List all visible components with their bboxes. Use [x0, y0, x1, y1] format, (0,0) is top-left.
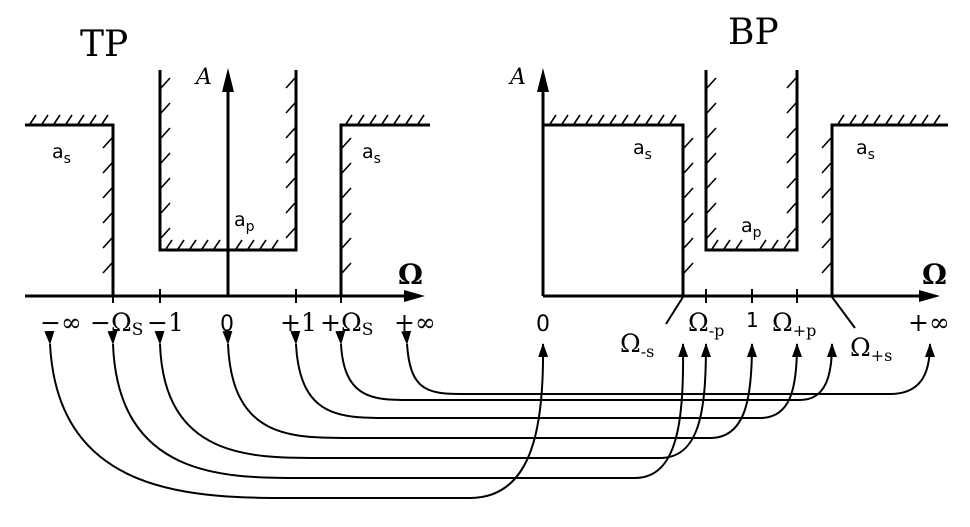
- mapping-arrow-neg-inf-to-zero: [44, 330, 549, 500]
- bandpass-tick-label: Ω-s: [620, 329, 654, 361]
- bandpass-passband-label: ap: [741, 215, 762, 241]
- bandpass-x-arrow-icon: [919, 290, 940, 302]
- lowpass-tick-label: −ΩS: [90, 308, 143, 340]
- lowpass-stopband-right: [339, 123, 430, 296]
- lowpass-stopband-right-label: as: [362, 141, 381, 167]
- lowpass-tick-label: 0: [220, 312, 234, 337]
- lowpass-passband-label: ap: [234, 209, 255, 235]
- lowpass-panel: TP A Ω: [25, 24, 436, 340]
- bandpass-y-arrow-icon: [537, 68, 549, 92]
- bandpass-tick-marks: [705, 289, 798, 303]
- lowpass-stopband-left: [25, 123, 115, 296]
- lowpass-tick-label: +1: [280, 308, 317, 337]
- bandpass-stopband-right: [830, 123, 948, 296]
- mapping-arrow-pos-one: [290, 330, 802, 419]
- bandpass-stopband-right-label: as: [856, 137, 875, 163]
- bandpass-tick-label: 1: [746, 308, 759, 332]
- mapping-arrow-zero-to-one: [222, 330, 757, 439]
- bandpass-panel: BP A Ω: [508, 12, 950, 365]
- bandpass-tick-label: Ω-p: [688, 308, 724, 340]
- mapping-arrow-neg-one: [154, 330, 711, 459]
- mapping-arrow-pos-inf: [401, 330, 935, 395]
- bandpass-hatching: [549, 77, 941, 274]
- lowpass-tick-labels: −∞ −ΩS −1 0 +1 +ΩS +∞: [40, 308, 436, 340]
- bandpass-tick-label: +∞: [908, 308, 950, 337]
- bandpass-tick-label: Ω+s: [850, 333, 892, 365]
- lowpass-y-arrow-icon: [222, 68, 234, 92]
- bandpass-y-label: A: [508, 65, 526, 90]
- bandpass-passband-box: [704, 70, 799, 252]
- lowpass-hatching: [29, 77, 425, 274]
- bandpass-leader-minus-s: [665, 296, 684, 325]
- lowpass-tick-label: −1: [147, 308, 184, 337]
- lowpass-x-arrow-icon: [404, 290, 425, 302]
- bandpass-leader-plus-s: [831, 296, 856, 329]
- bandpass-x-label: Ω: [922, 258, 947, 291]
- bandpass-tick-label: 0: [536, 312, 550, 337]
- lowpass-passband-box: [158, 70, 298, 252]
- lowpass-x-label: Ω: [398, 258, 423, 291]
- bandpass-stopband-left: [543, 123, 685, 296]
- bandpass-title: BP: [728, 12, 779, 53]
- lowpass-stopband-left-label: as: [52, 141, 71, 167]
- lowpass-y-label: A: [194, 65, 212, 90]
- lowpass-tick-label: +ΩS: [320, 308, 373, 340]
- bandpass-tick-labels: 0 Ω-s Ω-p 1 Ω+p Ω+s +∞: [536, 308, 950, 365]
- lowpass-title: TP: [80, 24, 128, 65]
- bandpass-tick-label: Ω+p: [772, 308, 816, 340]
- bandpass-stopband-left-label: as: [633, 137, 652, 163]
- lowpass-tick-label: −∞: [40, 308, 82, 337]
- lowpass-tick-label: +∞: [394, 308, 436, 337]
- mapping-arrow-pos-omega-s: [335, 330, 837, 401]
- mapping-arrows: [44, 330, 935, 500]
